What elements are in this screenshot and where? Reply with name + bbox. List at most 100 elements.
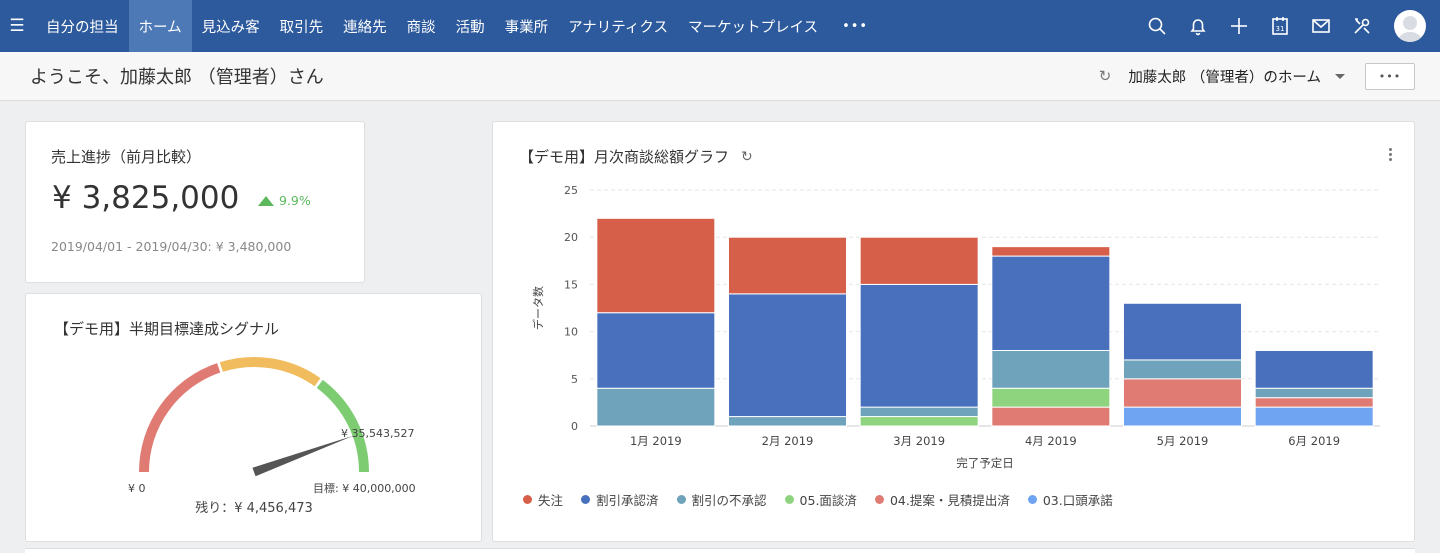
legend-item[interactable]: 失注 — [523, 490, 563, 509]
legend-label: 05.面談済 — [799, 493, 857, 508]
legend-swatch — [1027, 495, 1037, 504]
bar-segment[interactable] — [991, 246, 1111, 257]
legend-label: 失注 — [538, 493, 564, 508]
sales-progress-card: 売上進捗（前月比較） ¥ 3,825,000 9.9% 2019/04/01 -… — [25, 121, 365, 283]
nav-item[interactable]: 活動 — [455, 19, 485, 36]
search-icon[interactable] — [1136, 0, 1177, 52]
bar-segment[interactable] — [596, 387, 716, 427]
arrow-up-icon — [258, 195, 274, 206]
y-tick-label: 5 — [571, 373, 578, 386]
nav-item[interactable]: 取引先 — [279, 19, 324, 36]
delta-value: 9.9% — [279, 193, 311, 208]
bar-segment[interactable] — [1254, 349, 1374, 389]
refresh-icon[interactable]: ↻ — [1098, 67, 1112, 85]
nav-item[interactable]: ホーム — [128, 0, 192, 52]
card-title: 【デモ用】月次商談総額グラフ ↻ — [519, 146, 753, 167]
previous-period: 2019/04/01 - 2019/04/30: ¥ 3,480,000 — [51, 239, 292, 254]
header-controls: ↻ 加藤太郎 （管理者）のホーム ••• — [1099, 52, 1415, 100]
bar-segment[interactable] — [1123, 406, 1242, 427]
bar-segment[interactable] — [991, 387, 1111, 408]
y-tick-label: 0 — [571, 420, 578, 433]
settings-icon[interactable] — [1341, 0, 1382, 52]
x-tick-label: 4月 2019 — [1025, 434, 1077, 448]
legend-item[interactable]: 割引承認済 — [581, 490, 659, 509]
bar-segment[interactable] — [859, 283, 979, 408]
legend-item[interactable]: 04.提案・見積提出済 — [874, 490, 1010, 509]
nav-item[interactable]: 商談 — [406, 19, 436, 36]
card-title: 売上進捗（前月比較） — [51, 148, 202, 166]
legend-item[interactable]: 05.面談済 — [784, 490, 857, 509]
gauge-band — [139, 363, 221, 473]
bar-segment[interactable] — [1254, 406, 1374, 427]
calendar-icon[interactable]: 31 — [1259, 0, 1300, 52]
nav-more-button[interactable]: ••• — [842, 18, 869, 34]
bar-segment[interactable] — [859, 236, 979, 285]
page-title: ようこそ、加藤太郎 （管理者）さん — [30, 67, 324, 88]
gauge-target-label: 目標: ¥ 40,000,000 — [313, 481, 416, 495]
home-selector[interactable]: 加藤太郎 （管理者）のホーム — [1128, 66, 1365, 87]
nav-right-icons: 31 — [1136, 0, 1440, 52]
refresh-icon[interactable]: ↻ — [741, 148, 753, 165]
avatar[interactable] — [1394, 10, 1426, 42]
opportunity-chart-card: 【デモ用】月次商談総額グラフ ↻ 0 5 10 15 20 25 1月 2019 2月 201… — [492, 121, 1415, 542]
bar-segment[interactable] — [1123, 302, 1242, 361]
x-tick-label: 2月 2019 — [762, 434, 814, 448]
bar-segment[interactable] — [596, 217, 716, 314]
mail-icon[interactable] — [1300, 0, 1341, 52]
bar-segment[interactable] — [1254, 387, 1374, 399]
top-nav: ☰ 自分の担当 ホーム 見込み客 取引先 連絡先 商談 活動 事業所 アナリティクス マーケットプ… — [0, 0, 1440, 52]
card-title: 【デモ用】半期目標達成シグナル — [54, 320, 280, 338]
bar-segment[interactable] — [1254, 397, 1374, 408]
legend-label: 03.口頭承諾 — [1042, 493, 1113, 508]
y-axis-label: データ数 — [531, 286, 545, 330]
x-tick-label: 1月 2019 — [630, 434, 682, 448]
nav-item[interactable]: アナリティクス — [568, 19, 668, 36]
chevron-down-icon — [1335, 73, 1345, 79]
y-tick-label: 10 — [564, 326, 578, 339]
bar-segment[interactable] — [991, 349, 1111, 389]
bar-segment[interactable] — [991, 255, 1111, 351]
delta-badge: 9.9% — [258, 193, 311, 208]
page-header: ようこそ、加藤太郎 （管理者）さん ↻ 加藤太郎 （管理者）のホーム ••• — [0, 52, 1440, 101]
chart-title: 【デモ用】月次商談総額グラフ — [519, 148, 730, 166]
legend-label: 割引承認済 — [596, 493, 659, 508]
legend-swatch — [581, 495, 591, 504]
bar-segment[interactable] — [859, 406, 979, 418]
gauge-band — [316, 379, 369, 473]
bar-segment[interactable] — [596, 312, 716, 389]
bar-segment[interactable] — [859, 416, 979, 427]
bar-segment[interactable] — [1123, 378, 1242, 408]
nav-item[interactable]: マーケットプレイス — [687, 19, 819, 36]
legend-swatch — [784, 495, 794, 504]
nav-item[interactable]: 自分の担当 — [46, 19, 119, 36]
bell-icon[interactable] — [1177, 0, 1218, 52]
menu-icon[interactable]: ☰ — [9, 16, 25, 36]
nav-item[interactable]: 事業所 — [504, 19, 549, 36]
stacked-bar-chart: 0 5 10 15 20 25 1月 2019 2月 2019 3月 2019 4月 2019 5月… — [531, 184, 1380, 470]
gauge-chart: ¥ 0 目標: ¥ 40,000,000 ¥ 35,543,527 残り：¥ 4,45… — [128, 357, 416, 516]
bar-segment[interactable] — [991, 406, 1111, 427]
bar-segment[interactable] — [728, 236, 847, 295]
nav-item[interactable]: 見込み客 — [201, 19, 260, 36]
legend-item[interactable]: 割引の不承認 — [676, 490, 767, 509]
bar-segment[interactable] — [728, 293, 847, 418]
x-tick-label: 5月 2019 — [1157, 434, 1209, 448]
gauge-current-label: ¥ 35,543,527 — [341, 427, 414, 440]
x-tick-label: 3月 2019 — [893, 434, 945, 448]
legend-swatch — [523, 495, 532, 504]
gauge-min-label: ¥ 0 — [128, 482, 146, 495]
nav-item[interactable]: 連絡先 — [343, 19, 387, 36]
more-actions-button[interactable]: ••• — [1365, 62, 1415, 90]
chart-legend: 失注 割引承認済 割引の不承認 05.面談済 04.提案・見積提出済 03.口頭承諾 — [523, 490, 1131, 509]
bar-segment[interactable] — [1123, 359, 1242, 380]
x-tick-label: 6月 2019 — [1288, 434, 1340, 448]
legend-item[interactable]: 03.口頭承諾 — [1027, 490, 1113, 509]
sales-value: ¥ 3,825,000 — [52, 180, 240, 216]
gauge-needle — [252, 435, 354, 477]
bar-segment[interactable] — [728, 416, 847, 427]
kebab-menu-icon[interactable] — [1389, 148, 1392, 161]
y-tick-label: 15 — [564, 278, 578, 291]
legend-label: 04.提案・見積提出済 — [889, 493, 1010, 508]
plus-icon[interactable] — [1218, 0, 1259, 52]
calendar-day: 31 — [1275, 25, 1284, 33]
